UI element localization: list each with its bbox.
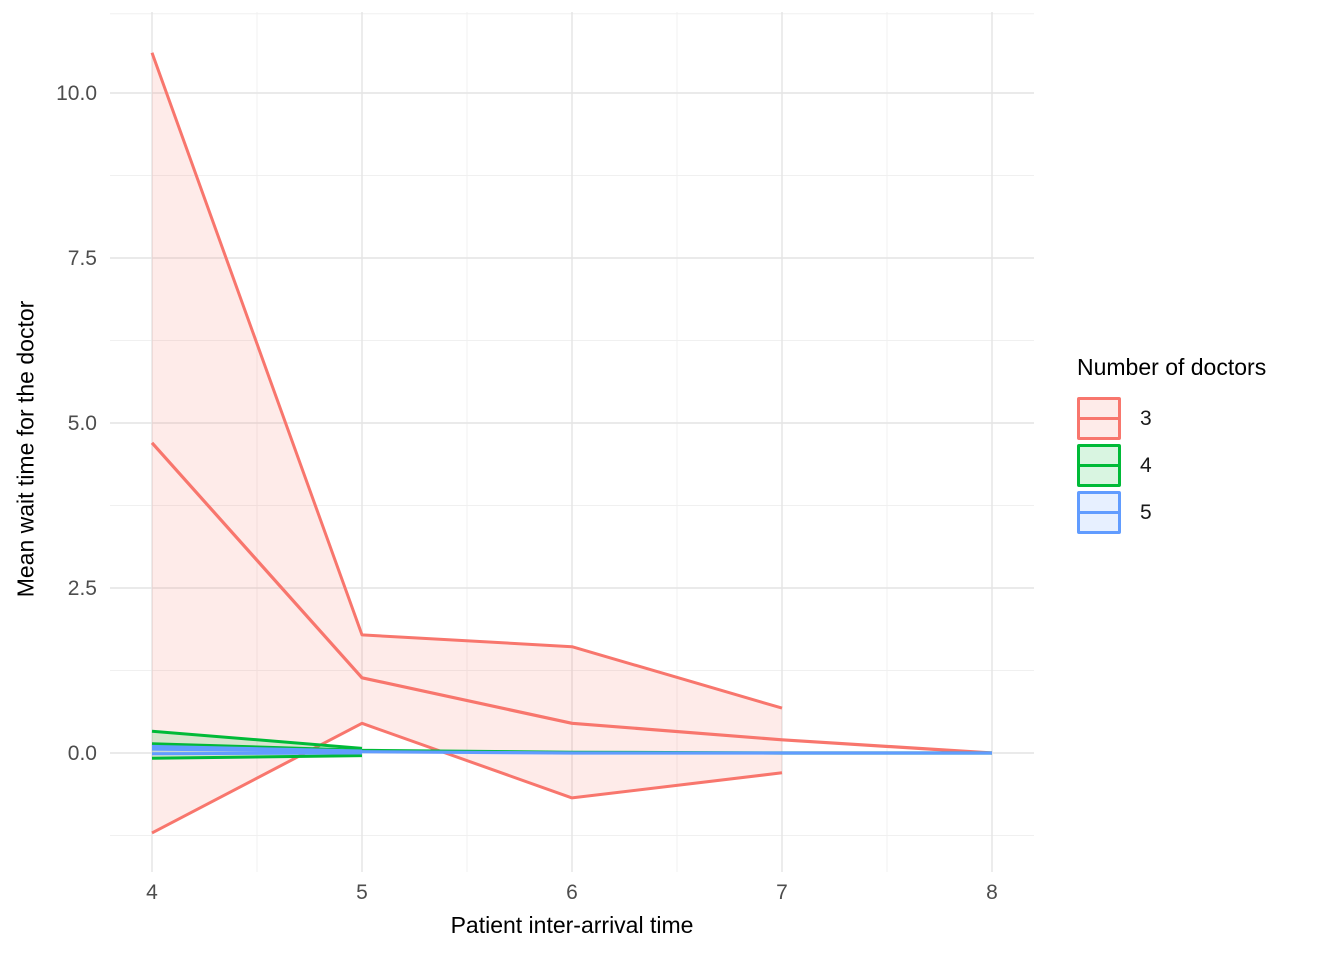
y-tick-label: 5.0 <box>68 412 97 435</box>
legend-title: Number of doctors <box>1077 354 1267 380</box>
y-tick-label: 0.0 <box>68 742 97 765</box>
legend: Number of doctors 3 4 5 <box>1077 354 1266 538</box>
x-tick-label: 5 <box>356 881 368 904</box>
legend-key-line <box>1080 511 1118 514</box>
legend-key-line <box>1080 417 1118 420</box>
legend-key-swatch <box>1077 397 1121 440</box>
ribbon-fill-3 <box>152 52 782 833</box>
mean-line-3 <box>150 441 993 755</box>
y-tick-label: 10.0 <box>56 82 97 105</box>
x-tick-label: 6 <box>566 881 578 904</box>
legend-key-swatch <box>1077 491 1121 534</box>
ribbon-upper-4 <box>151 729 363 750</box>
legend-item-4: 4 <box>1077 444 1266 487</box>
legend-key-line <box>1080 464 1118 467</box>
legend-item-5: 5 <box>1077 491 1266 534</box>
x-tick-label: 4 <box>146 881 158 904</box>
y-axis-title: Mean wait time for the doctor <box>12 300 39 598</box>
legend-label: 5 <box>1140 500 1152 524</box>
mean-line-5 <box>151 747 992 755</box>
legend-label: 3 <box>1140 406 1152 430</box>
legend-key-swatch <box>1077 444 1121 487</box>
legend-item-3: 3 <box>1077 397 1266 440</box>
ribbon-lower-5 <box>151 751 363 756</box>
y-tick-label: 2.5 <box>68 577 97 600</box>
ribbon-upper-3 <box>150 52 783 710</box>
x-axis-title: Patient inter-arrival time <box>450 912 694 938</box>
legend-label: 4 <box>1140 453 1152 477</box>
ribbon-lower-4 <box>151 754 363 760</box>
y-tick-label: 7.5 <box>68 247 97 270</box>
x-tick-label: 7 <box>776 881 788 904</box>
legend-items: 3 4 5 <box>1077 397 1266 534</box>
x-tick-label: 8 <box>986 881 998 904</box>
ribbon-lower-3 <box>151 721 783 835</box>
